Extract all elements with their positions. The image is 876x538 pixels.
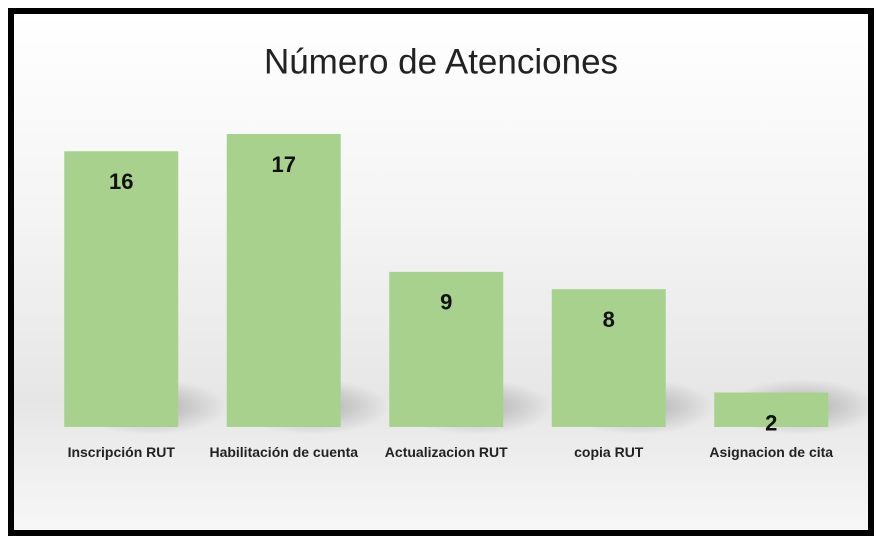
x-tick-label: Actualizacion RUT bbox=[384, 444, 508, 460]
data-label: 16 bbox=[109, 169, 133, 194]
data-label: 2 bbox=[765, 410, 777, 435]
data-label: 17 bbox=[272, 152, 296, 177]
bar bbox=[389, 271, 504, 427]
bar bbox=[551, 289, 666, 427]
chart-frame: Número de Atenciones 16 17 9 8 2 Inscripción… bbox=[8, 8, 874, 536]
chart-title: Número de Atenciones bbox=[264, 42, 618, 81]
data-label: 8 bbox=[603, 307, 615, 332]
bar bbox=[226, 134, 341, 427]
bar bbox=[714, 392, 829, 427]
chart: Número de Atenciones 16 17 9 8 2 bbox=[64, 42, 868, 435]
bar bbox=[64, 151, 179, 427]
x-tick-label: copia RUT bbox=[574, 444, 644, 460]
x-tick-label: Asignacion de cita bbox=[709, 444, 834, 460]
data-label: 9 bbox=[440, 290, 452, 315]
x-tick-label: Habilitación de cuenta bbox=[209, 444, 359, 460]
x-tick-label: Inscripción RUT bbox=[67, 444, 175, 460]
